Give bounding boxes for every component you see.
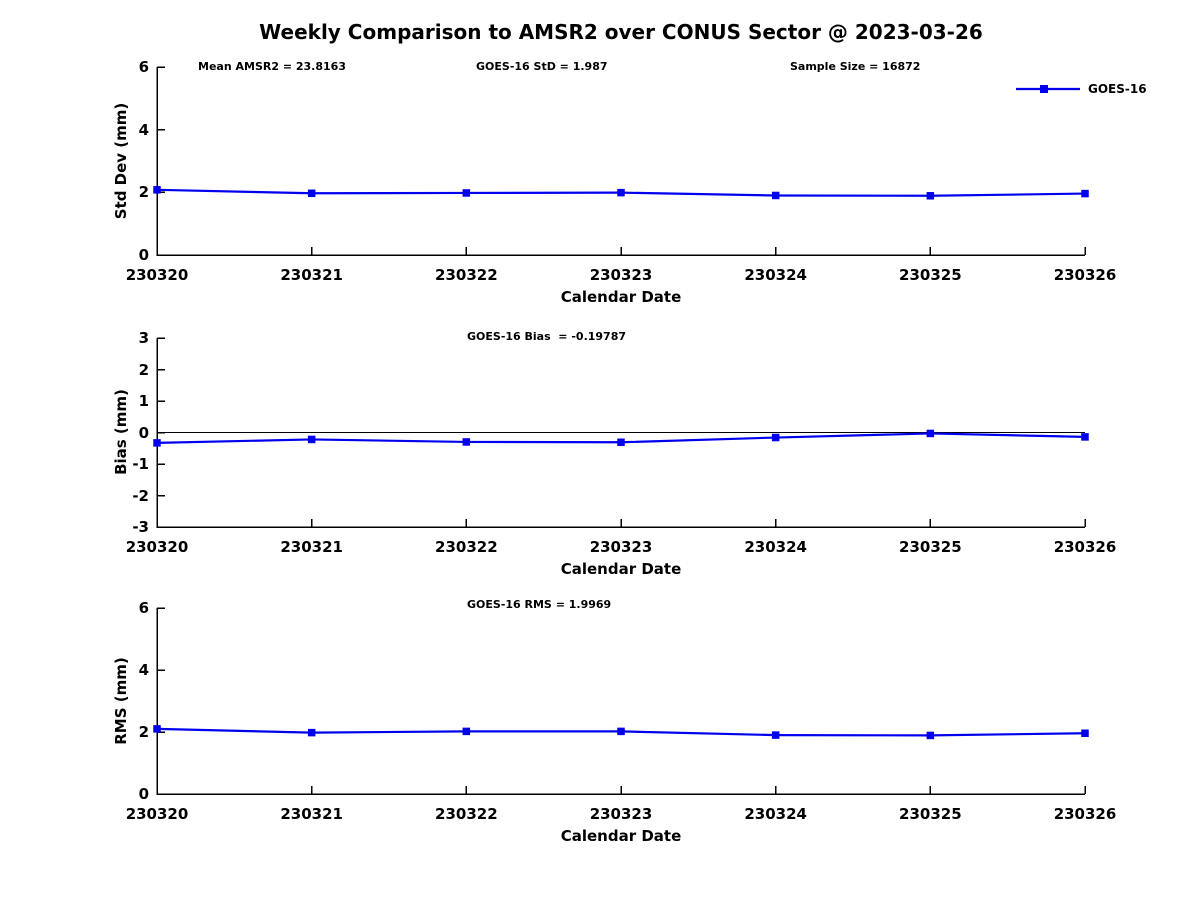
- y-tick-label: 6: [138, 599, 149, 617]
- data-point-marker: [307, 435, 316, 444]
- x-tick-label: 230323: [589, 266, 653, 284]
- annotation-mean-amsr2: Mean AMSR2 = 23.8163: [198, 60, 346, 73]
- y-tick-label: 0: [138, 246, 149, 264]
- xlabel-stddev: Calendar Date: [560, 288, 682, 306]
- data-point-marker: [771, 731, 780, 739]
- data-point-marker: [462, 727, 471, 736]
- data-point-marker: [153, 439, 161, 447]
- xlabel-bias: Calendar Date: [560, 560, 682, 578]
- legend-line-marker-icon: [1016, 85, 1080, 93]
- annotation-goes16-std: GOES-16 StD = 1.987: [476, 60, 608, 73]
- y-tick-label: 3: [138, 329, 149, 347]
- data-point-marker: [462, 438, 471, 446]
- y-tick-label: 4: [138, 661, 149, 679]
- x-tick-label: 230322: [435, 805, 498, 823]
- x-tick-label: 230326: [1053, 805, 1117, 823]
- stddev-plot: [153, 66, 1089, 256]
- data-point-marker: [926, 429, 935, 438]
- x-tick-label: 230320: [125, 266, 189, 284]
- data-point-marker: [307, 189, 316, 198]
- data-point-marker: [1081, 729, 1089, 737]
- data-point-marker: [771, 433, 780, 442]
- y-tick-label: 2: [138, 183, 149, 202]
- x-tick-label: 230323: [589, 805, 653, 823]
- x-tick-label: 230322: [435, 266, 498, 284]
- data-point-marker: [307, 728, 316, 737]
- x-tick-label: 230322: [435, 538, 498, 556]
- y-tick-label: 0: [138, 785, 149, 803]
- x-tick-label: 230325: [899, 266, 962, 284]
- data-point-marker: [153, 186, 161, 194]
- y-tick-label: 0: [138, 423, 149, 442]
- legend-label: GOES-16: [1088, 82, 1147, 96]
- x-tick-label: 230325: [899, 538, 962, 556]
- x-tick-label: 230326: [1053, 266, 1117, 284]
- y-tick-label: -2: [132, 486, 149, 505]
- bias-plot: [153, 337, 1089, 528]
- x-tick-label: 230320: [125, 538, 189, 556]
- data-point-marker: [926, 731, 935, 740]
- data-point-marker: [1081, 189, 1089, 198]
- x-tick-label: 230321: [280, 538, 343, 556]
- x-tick-label: 230326: [1053, 538, 1117, 556]
- x-tick-label: 230323: [589, 538, 653, 556]
- data-point-marker: [617, 188, 625, 197]
- y-tick-label: 2: [138, 723, 149, 741]
- x-tick-label: 230321: [280, 805, 343, 823]
- data-point-marker: [153, 725, 161, 733]
- y-tick-label: 2: [138, 360, 149, 379]
- y-tick-label: 1: [138, 392, 149, 410]
- x-tick-label: 230325: [899, 805, 962, 823]
- rms-plot: [153, 607, 1089, 795]
- annotation-sample-size: Sample Size = 16872: [790, 60, 921, 73]
- x-tick-label: 230320: [125, 805, 189, 823]
- data-point-marker: [926, 192, 935, 200]
- y-tick-label: -1: [132, 455, 149, 473]
- data-point-marker: [617, 438, 625, 447]
- y-tick-label: 6: [138, 58, 149, 76]
- figure-title: Weekly Comparison to AMSR2 over CONUS Se…: [259, 20, 983, 44]
- x-tick-label: 230324: [744, 805, 807, 823]
- data-point-marker: [771, 191, 780, 200]
- annotation-goes16-bias: GOES-16 Bias = -0.19787: [467, 330, 627, 343]
- data-point-marker: [617, 727, 625, 736]
- x-tick-label: 230324: [744, 266, 807, 284]
- x-tick-label: 230321: [280, 266, 343, 284]
- y-tick-label: 4: [138, 120, 149, 139]
- annotation-goes16-rms: GOES-16 RMS = 1.9969: [467, 598, 612, 611]
- x-tick-label: 230324: [744, 538, 807, 556]
- data-point-marker: [1081, 433, 1089, 441]
- y-tick-label: -3: [132, 518, 149, 536]
- xlabel-rms: Calendar Date: [560, 827, 682, 845]
- legend: GOES-16: [1016, 81, 1147, 97]
- data-point-marker: [462, 189, 471, 197]
